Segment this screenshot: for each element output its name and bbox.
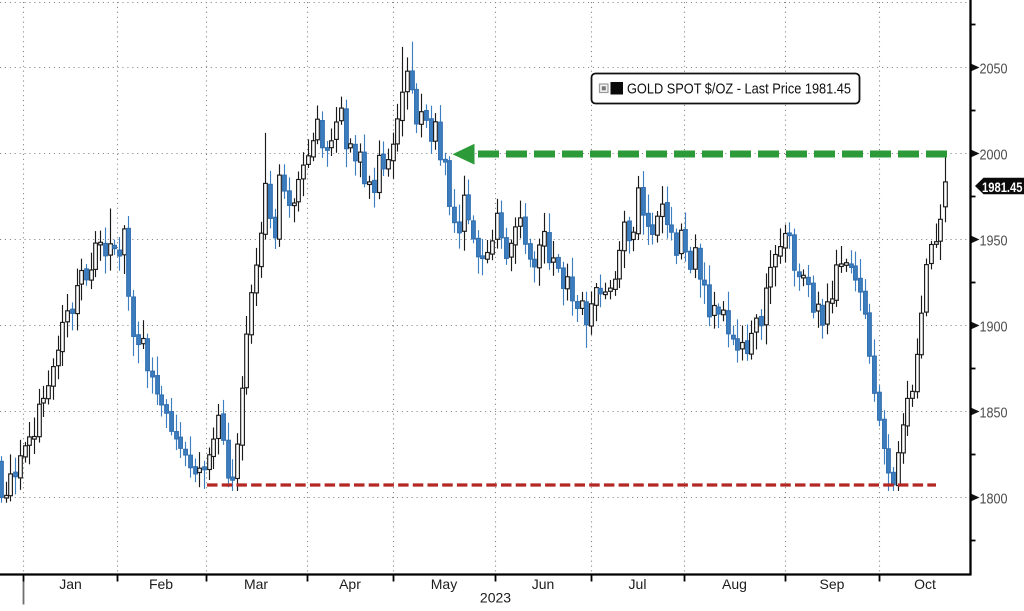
svg-text:Oct: Oct <box>914 576 936 592</box>
svg-text:Jun: Jun <box>532 576 555 592</box>
svg-text:1800: 1800 <box>980 492 1008 508</box>
svg-text:Feb: Feb <box>149 576 173 592</box>
svg-text:May: May <box>431 576 457 592</box>
svg-text:Jan: Jan <box>59 576 82 592</box>
svg-text:2023: 2023 <box>480 590 511 606</box>
svg-text:1850: 1850 <box>980 406 1008 422</box>
svg-text:1950: 1950 <box>980 234 1008 250</box>
svg-text:2000: 2000 <box>980 148 1008 164</box>
svg-text:Mar: Mar <box>244 576 268 592</box>
svg-text:GOLD SPOT $/OZ - Last Price 19: GOLD SPOT $/OZ - Last Price 1981.45 <box>627 80 851 97</box>
svg-text:2050: 2050 <box>980 62 1008 78</box>
svg-text:Apr: Apr <box>339 576 361 592</box>
svg-text:Sep: Sep <box>820 576 845 592</box>
svg-text:Jul: Jul <box>629 576 647 592</box>
svg-text:Aug: Aug <box>722 576 747 592</box>
svg-text:1981.45: 1981.45 <box>982 180 1023 195</box>
svg-text:1900: 1900 <box>980 320 1008 336</box>
